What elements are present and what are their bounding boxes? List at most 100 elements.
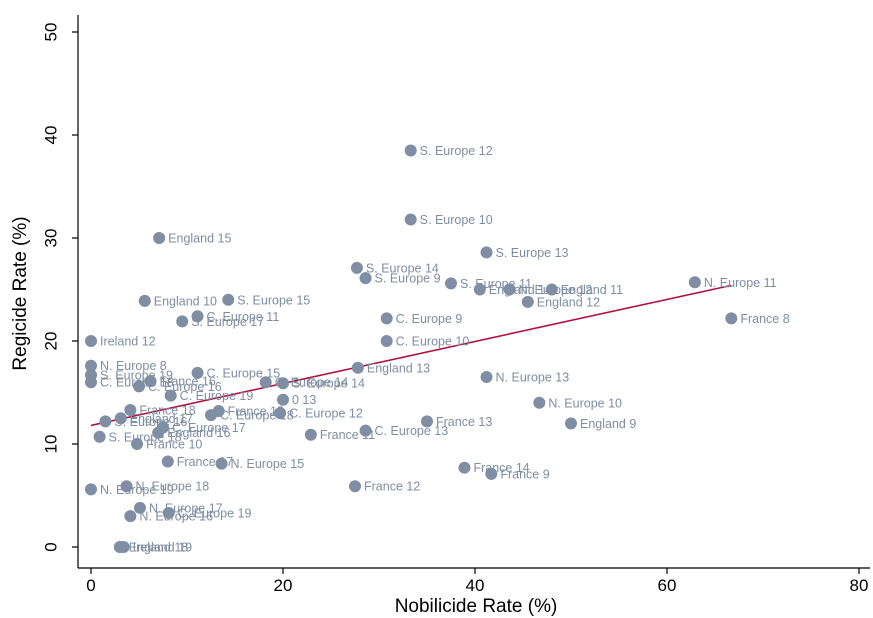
data-point [117, 541, 130, 553]
data-point [351, 361, 364, 374]
data-point-label: N. Europe 18 [136, 480, 210, 494]
data-point [133, 380, 145, 393]
data-point [161, 455, 174, 468]
y-axis-title: Regicide Rate (%) [10, 216, 31, 370]
data-point [162, 507, 175, 520]
data-point [485, 467, 498, 480]
data-point [404, 213, 417, 226]
data-point-label: S. Europe 10 [420, 213, 493, 227]
data-point [380, 335, 393, 347]
data-point-label: N. Europe 11 [704, 276, 777, 290]
data-point [349, 480, 361, 493]
data-point-label: N. Europe 13 [496, 371, 570, 385]
data-point-label: N. Europe 10 [548, 396, 622, 410]
data-point-label: C. Europe 13 [375, 424, 449, 438]
data-point [359, 424, 372, 437]
data-point-label: France 12 [364, 480, 420, 494]
data-point-label: C. Europe 10 [396, 335, 470, 349]
data-point [133, 501, 146, 514]
data-point-label: S. Europe 9 [375, 272, 441, 286]
data-point-label: C. Europe 14 [275, 376, 349, 390]
data-point [688, 276, 701, 289]
data-point [274, 407, 287, 420]
data-point-label: England 15 [168, 232, 231, 246]
points-group: S. Europe 12 S. Europe 10 England 15 S. Eur… [85, 144, 790, 555]
data-point-label: England 13 [367, 361, 430, 375]
data-point [124, 510, 137, 523]
data-point [93, 430, 106, 443]
data-point-label: S. Europe 13 [496, 246, 569, 260]
data-point [565, 417, 577, 430]
data-point [480, 371, 493, 384]
axes: 0 10 20 30 40 50 0 20 40 60 80 [41, 15, 870, 595]
data-point-label: C. Europe 19 [180, 389, 254, 403]
data-point [445, 277, 457, 290]
data-point-label: England 12 [537, 295, 600, 309]
data-point-label: S. Europe 15 [237, 293, 310, 307]
data-point [277, 377, 289, 390]
data-point [503, 283, 516, 296]
data-point [480, 246, 493, 259]
x-tick-label: 40 [466, 576, 485, 595]
data-point-label: England 9 [580, 417, 636, 431]
data-point-label: Ireland 12 [100, 335, 156, 349]
data-point-label: C. Europe 16 [148, 380, 222, 394]
data-point [99, 415, 112, 428]
data-point [144, 375, 157, 388]
data-point-label: England 16 [167, 426, 230, 440]
data-point [404, 144, 417, 157]
data-point-label: 0 13 [292, 393, 316, 407]
data-point [380, 312, 393, 325]
data-point-label: France 10 [146, 438, 202, 452]
data-point-label: England 17 [130, 412, 193, 426]
data-point [85, 376, 97, 389]
data-point [153, 232, 166, 244]
data-point [533, 396, 546, 409]
y-tick-label: 0 [41, 542, 60, 551]
data-point [359, 272, 372, 285]
data-point-label: S. Europe 18 [109, 430, 182, 444]
data-point-label: S. Europe 14 [366, 261, 439, 275]
data-point-label: Ireland 18 [133, 541, 189, 555]
data-point [458, 461, 471, 474]
data-point [164, 389, 177, 402]
y-tick-label: 20 [41, 332, 60, 351]
data-point-label: France 16 [160, 375, 216, 389]
x-axis-title: Nobilicide Rate (%) [395, 596, 558, 617]
data-point-label: C. Europe 15 [207, 366, 281, 380]
data-point-label: N. Europe 19 [100, 483, 174, 497]
data-point-label: S. Europe 14 [292, 377, 365, 391]
data-point [85, 359, 97, 372]
data-point [521, 295, 534, 308]
data-point [215, 457, 228, 470]
data-point [259, 376, 272, 389]
data-point-label: C. Europe 17 [172, 421, 246, 435]
y-tick-label: 40 [41, 126, 60, 145]
fit-line-group [90, 284, 732, 427]
y-tick-label: 30 [41, 229, 60, 248]
data-point-label: C. Europe 12 [289, 407, 363, 421]
data-point [277, 393, 289, 406]
data-point [138, 294, 151, 307]
data-point-label: France 11 [320, 428, 375, 442]
data-point [176, 315, 189, 328]
data-point [421, 415, 433, 428]
data-point-label: S. Europe 17 [191, 315, 264, 329]
y-tick-label: 50 [41, 23, 60, 42]
data-point-label: C. Europe 9 [396, 312, 463, 326]
fit-line [90, 284, 732, 427]
data-point [114, 412, 127, 425]
data-point [152, 426, 165, 439]
data-point-label: France 18 [139, 404, 195, 418]
x-tick-label: 20 [274, 576, 293, 595]
x-tick-label: 80 [850, 576, 869, 595]
data-point-label: France 13 [436, 415, 492, 429]
data-point-label: France 8 [740, 312, 789, 326]
x-tick-label: 0 [86, 576, 95, 595]
data-point [545, 283, 558, 296]
data-point [725, 312, 738, 325]
data-point [120, 480, 133, 493]
data-point [85, 335, 97, 347]
data-point [304, 428, 317, 441]
data-point-label: S. Europe 12 [420, 144, 493, 158]
